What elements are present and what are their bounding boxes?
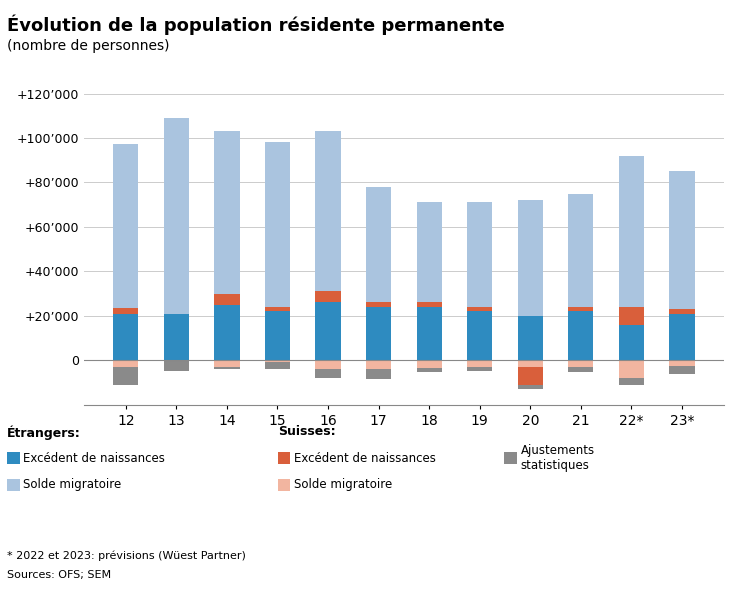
Bar <box>618 325 644 360</box>
Bar <box>113 314 138 360</box>
Bar <box>164 118 189 314</box>
Bar <box>568 307 594 311</box>
Bar <box>315 360 341 369</box>
Bar <box>315 302 341 360</box>
Bar <box>518 360 543 367</box>
Bar <box>265 362 290 369</box>
Bar <box>366 302 391 307</box>
Bar <box>315 292 341 302</box>
Text: Solde migratoire: Solde migratoire <box>294 478 392 491</box>
Bar <box>518 367 543 384</box>
Bar <box>366 307 391 360</box>
Bar <box>417 368 442 372</box>
Text: Évolution de la population résidente permanente: Évolution de la population résidente per… <box>7 15 505 35</box>
Bar <box>467 367 493 371</box>
Bar <box>113 367 138 384</box>
Bar <box>113 143 138 308</box>
Bar <box>164 360 189 371</box>
Text: Excédent de naissances: Excédent de naissances <box>23 452 165 465</box>
Bar <box>670 309 694 314</box>
Bar <box>214 293 240 305</box>
Text: Solde migratoire: Solde migratoire <box>23 478 121 491</box>
Bar <box>265 142 290 307</box>
Bar <box>618 360 644 378</box>
Bar <box>113 360 138 367</box>
Bar <box>518 316 543 360</box>
Text: Sources: OFS; SEM: Sources: OFS; SEM <box>7 570 111 580</box>
Bar <box>164 314 189 360</box>
Bar <box>265 311 290 360</box>
Bar <box>417 302 442 307</box>
Bar <box>265 360 290 362</box>
Bar <box>467 307 493 311</box>
Text: Excédent de naissances: Excédent de naissances <box>294 452 436 465</box>
Text: * 2022 et 2023: prévisions (Wüest Partner): * 2022 et 2023: prévisions (Wüest Partne… <box>7 550 246 561</box>
Bar <box>467 202 493 307</box>
Bar <box>366 187 391 302</box>
Bar <box>670 366 694 374</box>
Bar <box>670 314 694 360</box>
Bar <box>568 367 594 372</box>
Bar <box>618 378 644 384</box>
Bar <box>568 360 594 367</box>
Bar <box>518 384 543 389</box>
Bar <box>417 360 442 368</box>
Text: Ajustements
statistiques: Ajustements statistiques <box>520 444 594 472</box>
Bar <box>113 308 138 314</box>
Bar <box>214 367 240 369</box>
Bar <box>670 360 694 366</box>
Bar <box>315 369 341 378</box>
Bar <box>366 369 391 379</box>
Text: (nombre de personnes): (nombre de personnes) <box>7 39 170 53</box>
Bar <box>670 171 694 309</box>
Bar <box>315 131 341 292</box>
Bar <box>618 307 644 325</box>
Bar <box>214 305 240 360</box>
Bar <box>265 307 290 311</box>
Bar <box>366 360 391 369</box>
Bar <box>467 360 493 367</box>
Bar <box>214 131 240 293</box>
Bar <box>568 311 594 360</box>
Text: Étrangers:: Étrangers: <box>7 425 81 440</box>
Bar <box>518 201 543 316</box>
Bar <box>214 360 240 367</box>
Bar <box>568 193 594 307</box>
Bar <box>618 156 644 307</box>
Bar <box>417 202 442 302</box>
Bar <box>467 311 493 360</box>
Bar <box>417 307 442 360</box>
Text: Suisses:: Suisses: <box>278 425 336 439</box>
